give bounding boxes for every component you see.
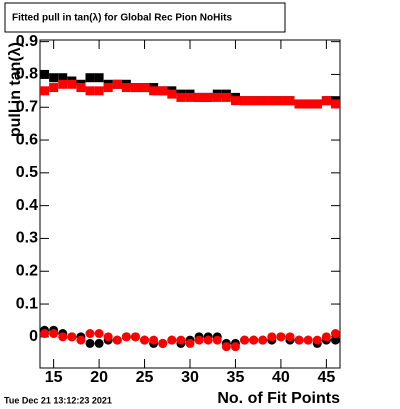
y-tick-label: 0.1 <box>16 295 38 312</box>
y-tick-label: 0 <box>29 328 38 345</box>
marker <box>40 329 50 339</box>
marker <box>330 329 340 339</box>
x-tick-label: 15 <box>45 369 63 386</box>
marker <box>194 335 204 345</box>
y-axis-label: pull in tan(λ) <box>7 42 24 137</box>
y-tick-label: 0.3 <box>16 230 38 247</box>
marker <box>94 73 104 83</box>
marker <box>303 335 313 345</box>
marker <box>85 73 95 83</box>
marker <box>330 335 340 345</box>
marker <box>149 335 159 345</box>
marker <box>85 338 95 348</box>
marker <box>58 79 68 89</box>
marker <box>130 332 140 342</box>
x-tick-label: 20 <box>90 369 108 386</box>
marker <box>167 89 177 99</box>
marker <box>321 96 331 106</box>
marker <box>267 96 277 106</box>
y-tick-label: 0.6 <box>16 131 38 148</box>
marker <box>76 335 86 345</box>
marker <box>112 79 122 89</box>
marker <box>221 92 231 102</box>
marker <box>230 342 240 352</box>
x-tick-label: 25 <box>136 369 154 386</box>
marker <box>194 92 204 102</box>
marker <box>76 83 86 93</box>
y-tick-label: 0.5 <box>16 164 38 181</box>
marker <box>276 332 286 342</box>
marker <box>240 96 250 106</box>
marker <box>212 335 222 345</box>
marker <box>312 335 322 345</box>
marker <box>285 332 295 342</box>
marker <box>176 335 186 345</box>
marker <box>185 338 195 348</box>
marker <box>40 86 50 96</box>
marker <box>67 332 77 342</box>
marker <box>103 332 113 342</box>
marker <box>40 69 50 79</box>
marker <box>158 86 168 96</box>
marker <box>303 99 313 109</box>
marker <box>294 99 304 109</box>
marker <box>203 335 213 345</box>
marker <box>249 96 259 106</box>
marker <box>49 329 59 339</box>
marker <box>85 86 95 96</box>
marker <box>176 92 186 102</box>
marker <box>212 92 222 102</box>
marker <box>285 96 295 106</box>
y-tick-label: 0.7 <box>16 98 38 115</box>
title-box <box>4 2 286 33</box>
marker <box>121 332 131 342</box>
marker <box>140 335 150 345</box>
marker <box>103 83 113 93</box>
chart-title: Fitted pull in tan(λ) for Global Rec Pio… <box>12 13 232 24</box>
x-tick-label: 40 <box>272 369 290 386</box>
marker <box>121 83 131 93</box>
marker <box>294 335 304 345</box>
marker <box>130 83 140 93</box>
y-tick-label: 0.9 <box>16 33 38 50</box>
marker <box>149 86 159 96</box>
marker <box>276 96 286 106</box>
marker <box>49 73 59 83</box>
marker <box>85 329 95 339</box>
marker <box>267 332 277 342</box>
x-axis-label: No. of Fit Points <box>217 390 340 407</box>
marker <box>167 335 177 345</box>
marker <box>249 335 259 345</box>
y-tick-label: 0.4 <box>16 197 38 214</box>
marker <box>58 73 68 83</box>
marker <box>94 329 104 339</box>
marker <box>203 92 213 102</box>
x-tick-label: 45 <box>317 369 335 386</box>
marker <box>230 96 240 106</box>
y-tick-label: 0.8 <box>16 66 38 83</box>
x-tick-label: 35 <box>227 369 245 386</box>
marker <box>221 342 231 352</box>
marker <box>258 335 268 345</box>
marker <box>312 99 322 109</box>
marker <box>49 83 59 93</box>
marker <box>112 335 122 345</box>
marker <box>321 332 331 342</box>
marker <box>94 86 104 96</box>
marker <box>58 332 68 342</box>
marker <box>94 338 104 348</box>
timestamp: Tue Dec 21 13:12:23 2021 <box>4 395 112 405</box>
marker <box>330 99 340 109</box>
marker <box>67 79 77 89</box>
y-tick-label: 0.2 <box>16 262 38 279</box>
marker <box>240 335 250 345</box>
marker <box>258 96 268 106</box>
x-tick-label: 30 <box>181 369 199 386</box>
marker <box>140 83 150 93</box>
marker <box>185 92 195 102</box>
marker <box>158 338 168 348</box>
